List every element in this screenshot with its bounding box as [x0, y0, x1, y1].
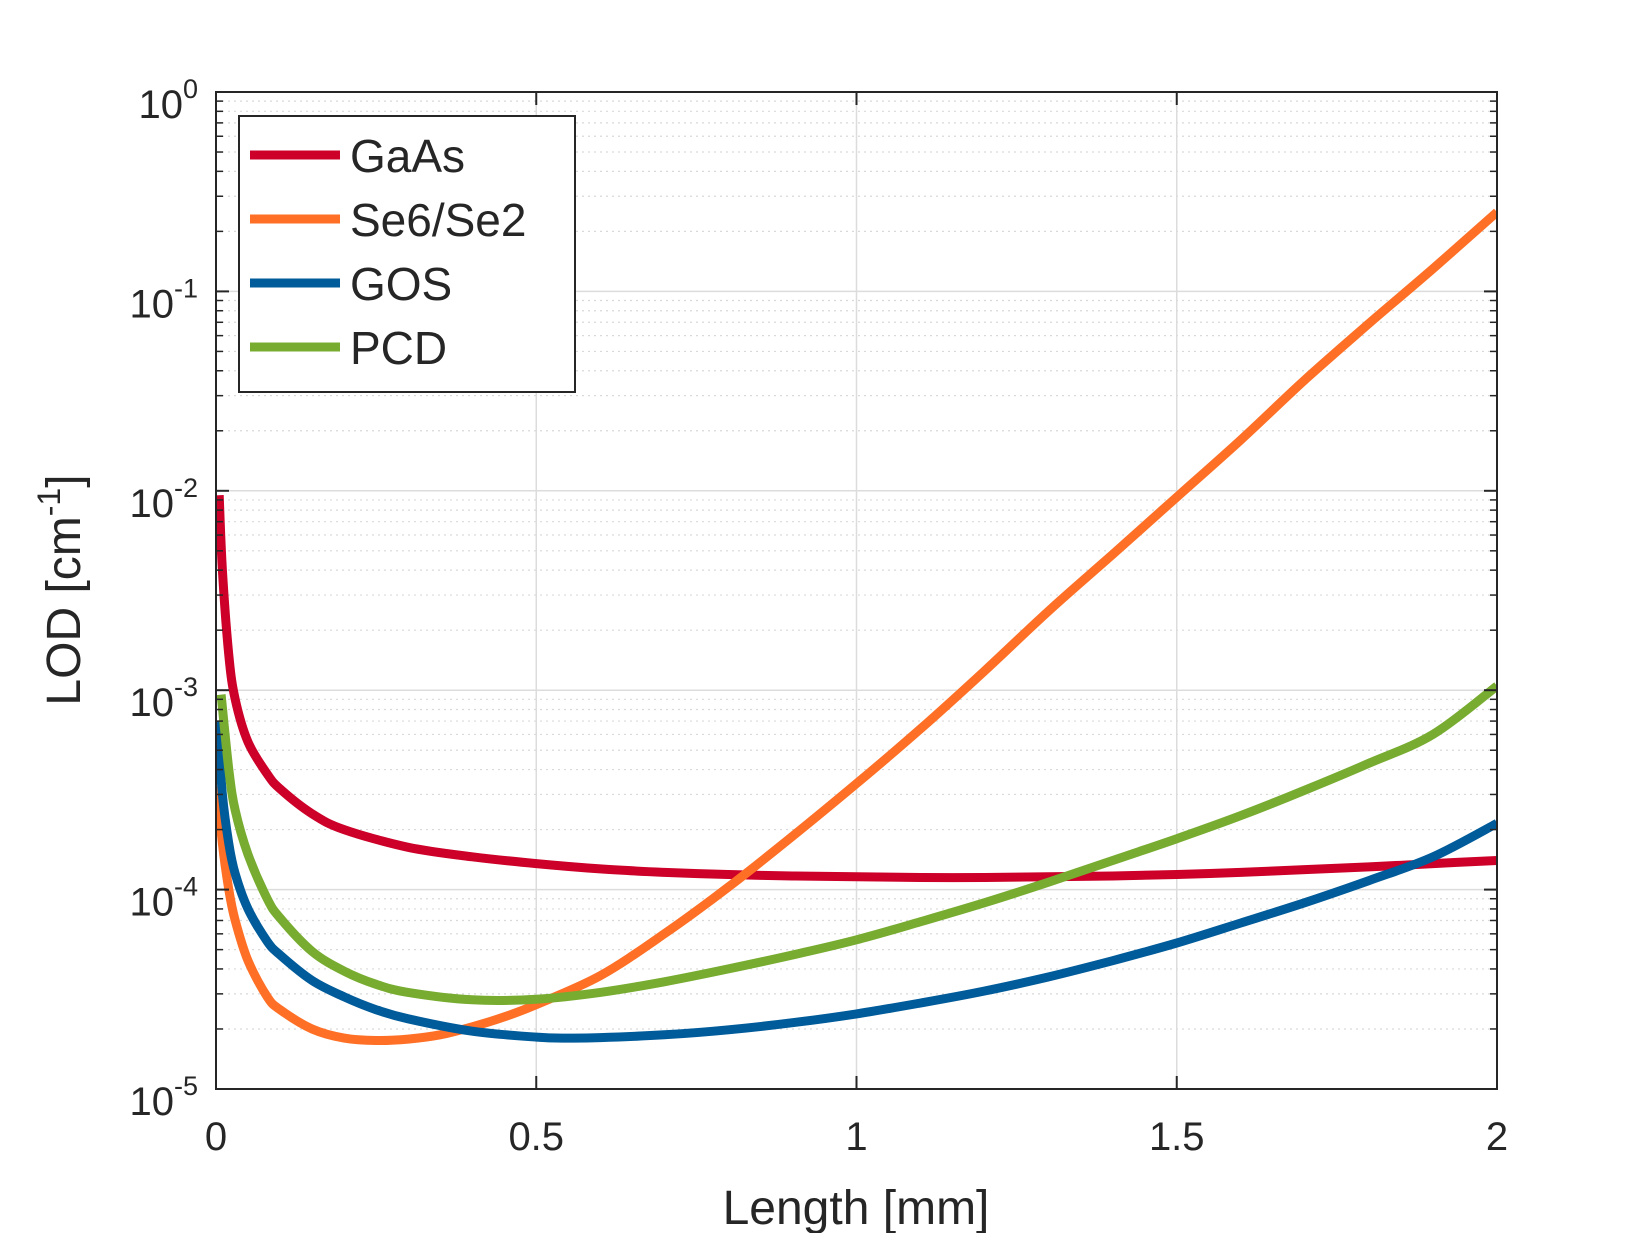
y-axis-label-superscript: -1: [31, 488, 67, 516]
legend: GaAs Se6/Se2 GOS PCD: [238, 115, 576, 393]
y-tick-label: 10-1: [129, 273, 198, 326]
x-axis-label: Length [mm]: [723, 1182, 990, 1233]
y-tick-exponent: -3: [174, 672, 198, 702]
series-line-gaas: [216, 495, 1497, 883]
y-tick-exponent: -5: [174, 1071, 198, 1101]
x-tick-label: 0.5: [508, 1115, 564, 1159]
y-axis-label-suffix: ]: [38, 474, 91, 487]
y-tick-label: 10-5: [129, 1071, 198, 1124]
y-tick-exponent: -2: [174, 473, 198, 503]
series-line-gos: [216, 720, 1497, 1043]
y-tick-base: 10: [129, 681, 174, 725]
y-tick-label: 10-4: [129, 872, 198, 925]
y-tick-base: 10: [129, 482, 174, 526]
x-tick-labels: 0 0.5 1 1.5 2: [205, 1115, 1508, 1159]
y-tick-base: 10: [129, 1080, 174, 1124]
legend-label-se6-se2: Se6/Se2: [350, 194, 526, 246]
legend-label-gos: GOS: [350, 258, 452, 310]
y-tick-label: 10-3: [129, 672, 198, 725]
legend-label-gaas: GaAs: [350, 130, 465, 182]
y-tick-label: 10-2: [129, 473, 198, 526]
y-tick-base: 10: [138, 83, 183, 127]
series-lines: [216, 208, 1497, 1046]
y-tick-base: 10: [129, 881, 174, 925]
y-tick-exponent: 0: [183, 74, 198, 104]
series-line-se6-se2: [216, 208, 1497, 1046]
legend-label-pcd: PCD: [350, 322, 447, 374]
x-tick-label: 1: [845, 1115, 867, 1159]
x-tick-label: 2: [1486, 1115, 1508, 1159]
y-axis-label-prefix: LOD [cm: [38, 516, 91, 705]
x-tick-label: 1.5: [1149, 1115, 1205, 1159]
y-axis-label: LOD [cm-1]: [31, 474, 91, 705]
x-tick-label: 0: [205, 1115, 227, 1159]
y-tick-label: 100: [138, 74, 198, 127]
y-tick-exponent: -4: [174, 872, 198, 902]
y-tick-base: 10: [129, 282, 174, 326]
series-line-pcd: [216, 682, 1497, 1005]
ticks: [215, 91, 1498, 1090]
y-tick-exponent: -1: [174, 273, 198, 303]
